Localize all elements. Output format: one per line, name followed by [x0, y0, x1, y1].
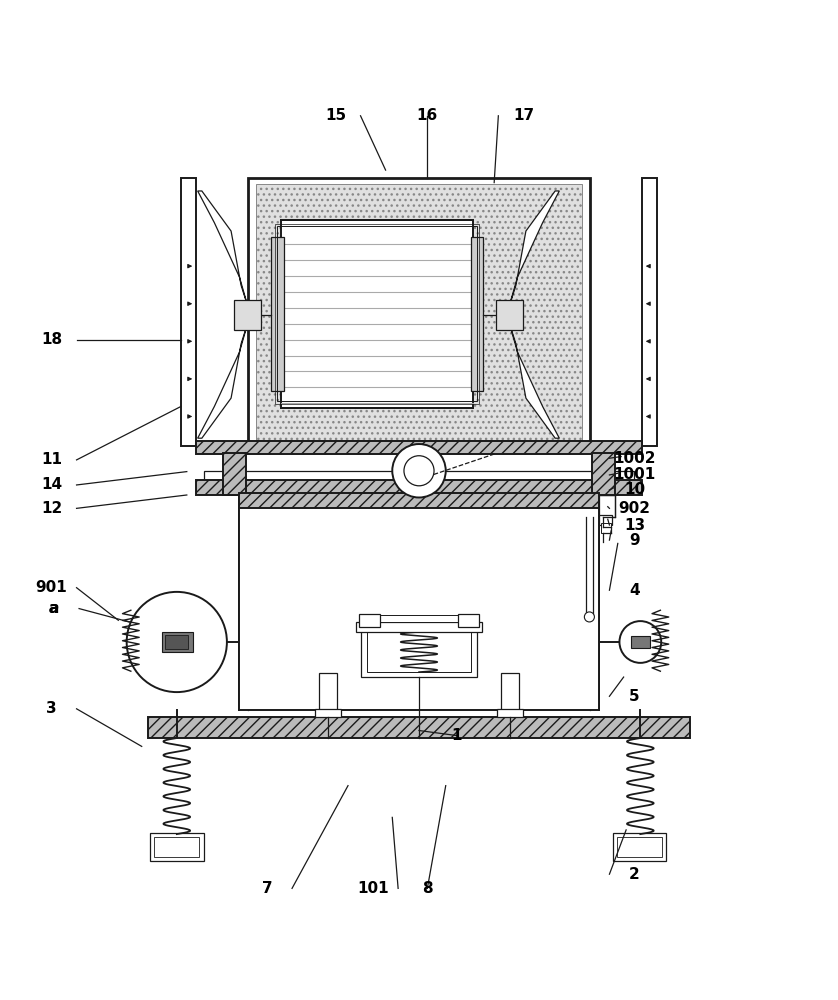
Circle shape — [404, 456, 434, 486]
Bar — [642, 178, 657, 446]
Bar — [598, 495, 615, 517]
Bar — [181, 178, 196, 446]
Text: a: a — [49, 601, 59, 616]
Polygon shape — [510, 191, 559, 306]
Bar — [360, 627, 478, 677]
Bar — [272, 237, 284, 391]
Bar — [601, 523, 611, 533]
Bar — [223, 453, 246, 495]
Bar — [592, 453, 615, 495]
Text: 12: 12 — [41, 501, 62, 516]
Text: 9: 9 — [629, 533, 639, 548]
Bar — [282, 220, 473, 408]
Bar — [256, 184, 582, 440]
Bar — [277, 226, 478, 401]
Bar — [501, 673, 520, 710]
Text: 3: 3 — [46, 701, 57, 716]
Text: 901: 901 — [36, 580, 67, 595]
Bar — [196, 480, 642, 495]
Bar — [314, 709, 341, 717]
Text: 10: 10 — [624, 482, 645, 497]
Text: 902: 902 — [618, 501, 650, 516]
Bar — [154, 837, 199, 857]
Bar — [240, 493, 598, 508]
Bar — [471, 237, 484, 391]
Polygon shape — [510, 323, 559, 438]
Circle shape — [127, 592, 227, 692]
Bar — [367, 632, 471, 672]
Bar — [613, 833, 666, 861]
Text: 2: 2 — [629, 867, 640, 882]
Bar — [598, 515, 612, 525]
Bar — [356, 622, 482, 632]
Bar — [235, 300, 261, 330]
Text: 8: 8 — [422, 881, 432, 896]
Bar — [631, 636, 649, 648]
Bar — [276, 224, 479, 404]
Polygon shape — [198, 191, 248, 306]
Circle shape — [619, 621, 661, 663]
Text: 18: 18 — [41, 332, 62, 347]
Bar — [359, 614, 380, 627]
Bar — [165, 635, 189, 649]
Text: 101: 101 — [357, 881, 389, 896]
Bar — [162, 632, 193, 652]
Bar — [204, 471, 634, 481]
Polygon shape — [198, 323, 248, 438]
Text: 1001: 1001 — [613, 467, 655, 482]
Bar — [617, 837, 662, 857]
Bar — [497, 709, 524, 717]
Text: 1002: 1002 — [613, 451, 656, 466]
Text: 14: 14 — [41, 477, 62, 492]
Bar — [147, 717, 691, 738]
Bar — [240, 493, 598, 710]
Text: 15: 15 — [325, 108, 346, 123]
Text: 13: 13 — [624, 518, 645, 533]
Bar — [496, 300, 523, 330]
Bar — [150, 833, 204, 861]
Circle shape — [584, 612, 594, 622]
Bar — [196, 441, 642, 454]
Circle shape — [392, 444, 446, 497]
Text: 7: 7 — [261, 881, 272, 896]
Bar — [458, 614, 479, 627]
Text: 1: 1 — [452, 728, 462, 743]
Text: 4: 4 — [629, 583, 639, 598]
Text: 11: 11 — [41, 452, 62, 467]
Bar — [318, 673, 337, 710]
Bar — [248, 178, 590, 446]
Text: a: a — [49, 601, 59, 616]
Bar — [360, 615, 478, 622]
Text: 5: 5 — [629, 689, 639, 704]
Text: 17: 17 — [513, 108, 534, 123]
Text: 16: 16 — [416, 108, 438, 123]
